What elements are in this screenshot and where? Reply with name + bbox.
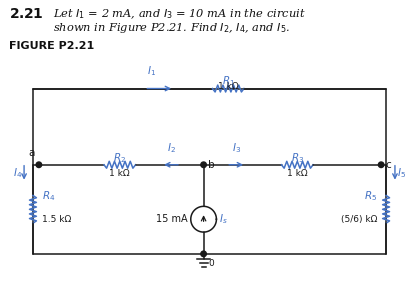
Text: $I_3$: $I_3$ <box>231 141 241 155</box>
Text: $I_1$: $I_1$ <box>147 64 156 78</box>
Text: 0: 0 <box>209 259 214 268</box>
Circle shape <box>378 162 384 167</box>
Text: c: c <box>385 160 391 170</box>
Circle shape <box>36 162 42 167</box>
Text: $R_2$: $R_2$ <box>113 151 126 165</box>
Text: $I_4$: $I_4$ <box>13 166 22 180</box>
Text: $\mathbf{2.21}$: $\mathbf{2.21}$ <box>9 7 44 21</box>
Text: 1 kΩ: 1 kΩ <box>287 169 308 178</box>
Text: shown in Figure P2.21. Find $I_2$, $I_4$, and $I_5$.: shown in Figure P2.21. Find $I_2$, $I_4$… <box>53 21 290 35</box>
Circle shape <box>201 162 207 167</box>
Text: 1.5 kΩ: 1.5 kΩ <box>42 215 71 224</box>
Text: Let $I_1$ = 2 mA, and $I_3$ = 10 mA in the circuit: Let $I_1$ = 2 mA, and $I_3$ = 10 mA in t… <box>53 7 305 21</box>
Text: $I_2$: $I_2$ <box>166 141 175 155</box>
Circle shape <box>201 251 207 257</box>
Text: a: a <box>29 148 35 158</box>
Text: (5/6) kΩ: (5/6) kΩ <box>341 215 377 224</box>
Text: $I_s$: $I_s$ <box>219 212 228 226</box>
Text: $R_5$: $R_5$ <box>364 190 377 203</box>
Text: 1 kΩ: 1 kΩ <box>110 169 130 178</box>
Text: FIGURE P2.21: FIGURE P2.21 <box>9 41 94 51</box>
Text: 15 mA: 15 mA <box>156 214 188 224</box>
Text: $I_5$: $I_5$ <box>397 166 406 180</box>
Text: $R_4$: $R_4$ <box>42 190 55 203</box>
Text: 1 kΩ: 1 kΩ <box>218 83 238 92</box>
Text: $R_1$: $R_1$ <box>222 75 235 89</box>
Text: b: b <box>207 160 214 170</box>
Text: $R_3$: $R_3$ <box>291 151 304 165</box>
